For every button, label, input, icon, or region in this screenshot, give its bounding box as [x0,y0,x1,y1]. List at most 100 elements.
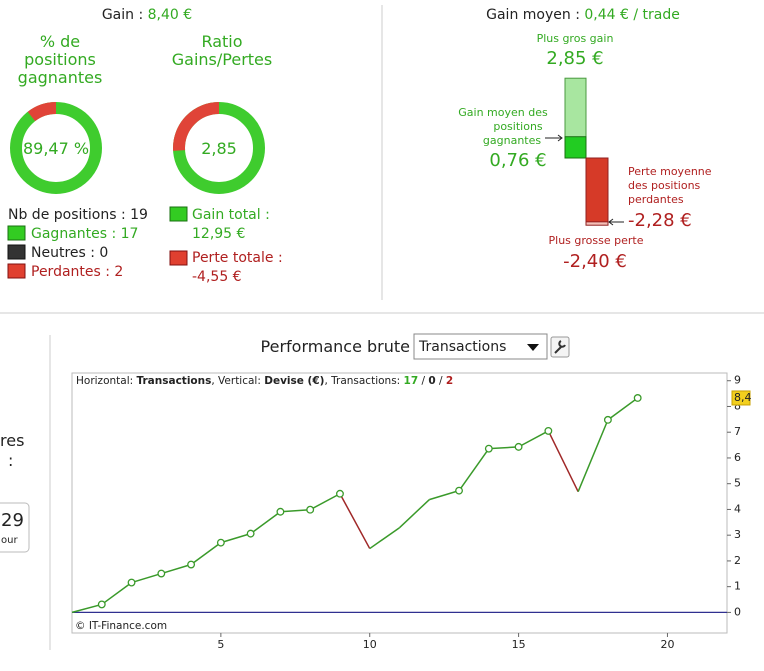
donut-title: Ratio [201,32,243,51]
y-tick-label: 6 [734,451,741,464]
point [187,560,196,569]
line-segment [547,430,579,493]
donut-title: Gains/Pertes [171,50,273,69]
y-tick-label: 5 [734,477,741,490]
avg-gain-bar [564,136,587,159]
line-segment [339,493,371,549]
gain-label: Gain : [101,7,144,23]
legend-part: Devise (€) [264,375,325,387]
legend-part: Horizontal: [76,375,137,387]
line-segment [488,446,519,450]
avg-loss-value: -2,28 € [628,210,692,231]
avg-loss-bar [585,157,609,223]
point [216,538,225,547]
y-tick-label: 0 [734,605,741,618]
line-segment [518,430,549,448]
value-label: 8,4 [734,391,752,404]
y-tick-label: 3 [734,528,741,541]
x-tick-label: 20 [660,638,674,651]
point [157,569,166,578]
icon-neutral [7,244,26,260]
value-badge [731,390,751,406]
select-value[interactable]: Transactions [419,339,507,355]
legend-part: Transactions [136,375,212,387]
max-gain-value: 2,85 € [546,48,604,69]
point [306,505,315,514]
max-gain-label: Plus gros gain [536,32,614,45]
line-segment [398,499,430,529]
count-loss: Perdantes : 2 [31,264,124,280]
line-segment [71,603,102,614]
gain-total-value: 12,95 € [192,226,246,242]
select-box[interactable] [413,333,548,360]
legend-part: , Vertical: [211,375,265,387]
donut-title: positions [24,50,96,69]
line-segment [607,397,639,421]
count-total: Nb de positions : 19 [8,207,148,223]
donut-loss-arc [173,102,220,151]
performance-title: Performance brute [260,337,410,356]
donut-value: 89,47 % [22,139,90,158]
line-segment [458,448,490,492]
x-tick-label: 5 [217,638,224,651]
arrow [608,218,624,226]
point [276,507,285,516]
donut-title: % de [39,32,81,51]
chart-credit: © IT-Finance.com [75,620,168,632]
gain-line: Gain : 8,40 € [102,8,192,22]
avg-loss-label: perdantes [628,193,684,206]
perte-total-value: -4,55 € [192,269,242,285]
line-segment [161,563,192,575]
average-label: Gain moyen : [486,7,580,23]
gain-value: 8,40 € [147,7,193,23]
point [544,426,553,435]
line-segment [250,511,281,535]
y-tick-label: 7 [734,425,741,438]
y-tick-label: 4 [734,502,741,515]
line-segment [220,532,251,544]
donut-title: gagnantes [17,68,103,87]
point [633,394,642,402]
point [514,442,523,451]
point [484,444,493,453]
arrow [545,134,563,142]
average-line: Gain moyen : 0,44 € / trade [486,8,680,22]
max-loss-label: Plus grosse perte [548,234,644,247]
dropdown-arrow [527,344,539,351]
avg-loss-label: Perte moyenne [628,165,712,178]
legend-part: 0 [428,375,436,387]
chart-legend: Horizontal: Transactions, Vertical: Devi… [76,376,453,387]
point [97,600,106,609]
point [336,489,344,498]
y-tick-label: 9 [734,374,741,387]
avg-loss-label: des positions [628,179,701,192]
gain-total-label: Gain total : [192,207,270,223]
line-segment [101,581,132,606]
avg-gain-label: gagnantes [482,134,542,147]
icon-gain-total [169,206,188,222]
icon-perte-total [169,250,188,266]
avg-gain-label: Gain moyen des [458,106,548,119]
count-win: Gagnantes : 17 [31,226,139,242]
point [246,529,255,538]
line-segment [429,489,460,501]
line-segment [369,527,400,550]
point [603,415,612,424]
side-box [0,502,30,553]
chart-frame [71,372,728,634]
avg-gain-value: 0,76 € [489,150,547,171]
side-text: res [0,431,25,450]
icon-loss [7,263,26,279]
line-segment [577,419,609,492]
legend-part: 17 [403,375,419,387]
point [455,486,463,495]
line-segment [131,572,162,584]
donut-value: 2,85 [201,139,237,158]
count-neutral: Neutres : 0 [31,245,109,261]
avg-gain-label: positions [493,120,543,133]
side-box-value: 29 [1,510,24,531]
legend-part: 2 [445,375,454,387]
perte-total-label: Perte totale : [192,250,283,266]
